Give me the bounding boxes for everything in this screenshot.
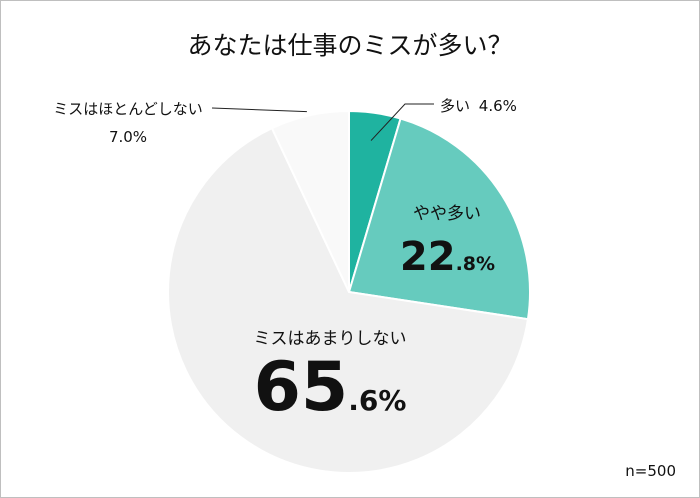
slice-label-ooi: 多い 4.6% — [440, 95, 517, 116]
slice-label-ooi-name: 多い — [440, 97, 471, 115]
slice-label-hotondo-dec: .0% — [118, 128, 148, 146]
slice-label-ooi-dec: .6% — [488, 97, 517, 115]
slice-label-amari-name: ミスはあまりしない — [253, 329, 407, 349]
slice-label-ooi-int: 4 — [478, 97, 489, 115]
slice-label-amari-value: 65.6% — [230, 348, 430, 427]
slice-amari — [167, 126, 530, 474]
slice-hotondo — [270, 109, 350, 293]
slice-label-amari-dec: .6% — [348, 384, 407, 417]
leader-line-hotondo — [211, 107, 307, 113]
slice-label-yaya-ooi-int: 22 — [399, 234, 456, 280]
slice-yaya-ooi — [347, 117, 531, 321]
slice-label-hotondo-name: ミスはほとんどしない — [53, 100, 203, 118]
slice-label-yaya-ooi-dec: .8% — [455, 253, 496, 275]
slice-label-yaya-ooi-name: やや多い — [413, 204, 481, 224]
slice-label-amari-int: 65 — [253, 348, 349, 427]
chart-title: あなたは仕事のミスが多い？ — [187, 31, 513, 60]
slice-label-yaya-ooi-value: 22.8% — [385, 234, 510, 280]
sample-size: n=500 — [625, 462, 676, 480]
leader-line-ooi — [370, 103, 434, 141]
slice-label-hotondo-value: 7.0% — [38, 128, 218, 146]
slice-label-hotondo-int: 7 — [108, 128, 119, 146]
